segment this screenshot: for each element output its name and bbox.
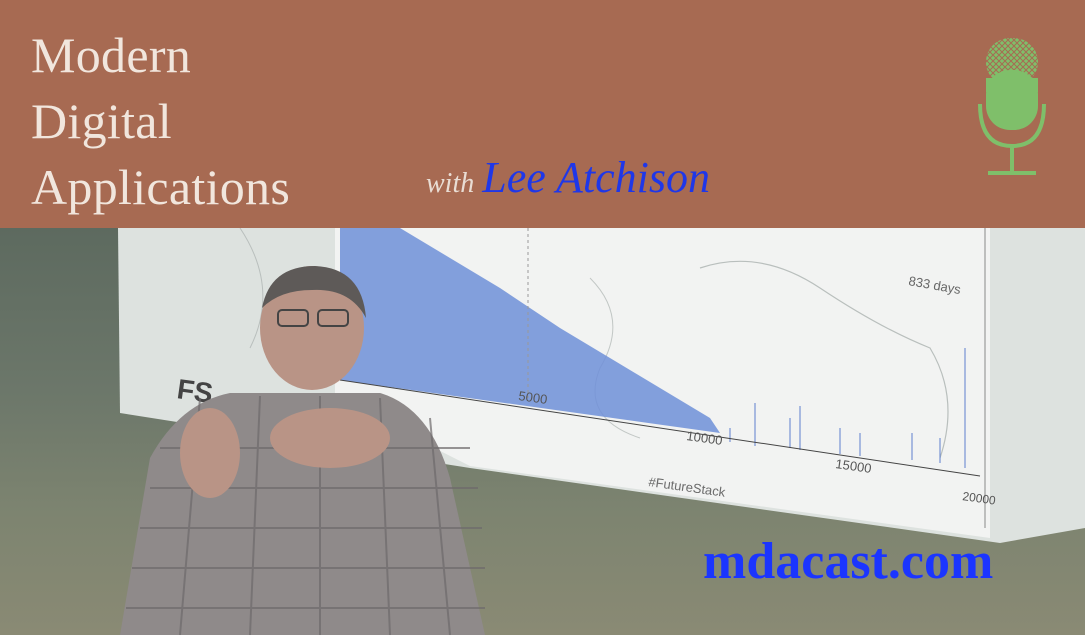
title-line-3: Applications	[31, 159, 291, 215]
site-url: mdacast.com	[703, 533, 994, 590]
host-name: Lee Atchison	[482, 153, 710, 202]
tick-label-5000: 5000	[518, 388, 549, 407]
slide-histogram	[339, 228, 986, 528]
with-label: with	[426, 168, 475, 199]
microphone-icon	[972, 34, 1052, 179]
header-banner: Modern Digital Applications with Lee Atch…	[0, 0, 1085, 228]
tick-label-10000: 10000	[686, 428, 724, 448]
podcast-title: Modern Digital Applications	[31, 22, 290, 220]
title-line-2: Digital	[31, 93, 172, 149]
tick-label-15000: 15000	[835, 456, 873, 476]
title-line-1: Modern	[31, 27, 192, 83]
host-byline: with Lee Atchison	[426, 152, 710, 203]
tick-label-20000: 20000	[962, 489, 997, 508]
speaker-photo: 5000 10000 15000 20000 833 days #FutureS…	[0, 228, 1085, 635]
presenter-figure	[120, 266, 485, 635]
